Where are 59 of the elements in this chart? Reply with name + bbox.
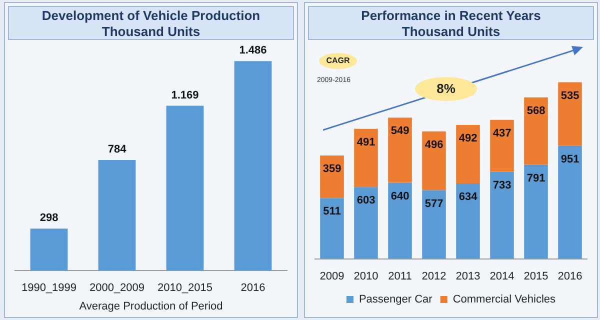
data-label: 733 xyxy=(492,179,512,192)
data-label: 1.486 xyxy=(239,44,267,57)
bar xyxy=(456,183,480,259)
x-tick-label: 2015 xyxy=(524,270,548,282)
x-tick-label: 2011 xyxy=(388,270,412,282)
data-label: 491 xyxy=(356,136,376,148)
x-tick-label: 2014 xyxy=(490,270,514,282)
bar xyxy=(524,164,548,259)
data-label: 951 xyxy=(560,153,580,166)
bar xyxy=(30,228,68,271)
bar xyxy=(320,155,344,198)
bar xyxy=(234,61,272,271)
x-tick-label: 2010 xyxy=(354,270,378,282)
data-label: 784 xyxy=(108,144,128,156)
x-tick-label: 2000_2009 xyxy=(89,282,145,294)
chart-title: Development of Vehicle Production xyxy=(42,8,260,23)
legend-label: Commercial Vehicles xyxy=(452,294,556,306)
data-label: 640 xyxy=(390,190,410,202)
bar xyxy=(558,82,582,146)
chart-subtitle: Thousand Units xyxy=(102,24,200,39)
x-tick-label: 2010_2015 xyxy=(157,282,213,294)
chart-title: Performance in Recent Years xyxy=(361,8,541,23)
legend-label: Passenger Car xyxy=(358,294,433,306)
bar xyxy=(354,187,378,259)
bar xyxy=(490,172,514,259)
data-label: 577 xyxy=(424,198,444,210)
x-axis-title: Average Production of Period xyxy=(79,300,223,312)
data-label: 568 xyxy=(526,104,546,117)
bar xyxy=(456,125,480,184)
data-label: 634 xyxy=(458,191,478,204)
x-tick-label: 2016 xyxy=(240,282,266,294)
data-label: 603 xyxy=(356,194,376,207)
data-label: 791 xyxy=(526,172,546,184)
data-label: 496 xyxy=(424,138,444,151)
x-tick-label: 2016 xyxy=(558,270,582,282)
bar xyxy=(524,97,548,165)
data-label: 1.169 xyxy=(171,89,199,102)
x-tick-label: 2012 xyxy=(422,270,446,282)
bar xyxy=(422,190,446,259)
x-tick-label: 2009 xyxy=(320,270,344,282)
bar xyxy=(98,160,136,271)
bar xyxy=(166,106,204,271)
data-label: 492 xyxy=(458,132,478,145)
bar xyxy=(422,131,446,190)
bar xyxy=(354,128,378,188)
data-label: 549 xyxy=(390,125,410,138)
x-tick-label: 2013 xyxy=(456,270,480,282)
bar xyxy=(388,118,412,183)
data-label: 511 xyxy=(323,206,341,218)
data-label: 535 xyxy=(560,90,580,102)
bar xyxy=(558,146,582,259)
data-label: 437 xyxy=(492,127,512,140)
x-tick-label: 1990_1999 xyxy=(21,282,77,294)
chart-subtitle: Thousand Units xyxy=(402,24,500,39)
bar xyxy=(388,182,412,259)
bar xyxy=(320,198,344,259)
data-label: 298 xyxy=(40,212,58,224)
bar xyxy=(490,120,514,172)
data-label: 359 xyxy=(322,162,342,175)
